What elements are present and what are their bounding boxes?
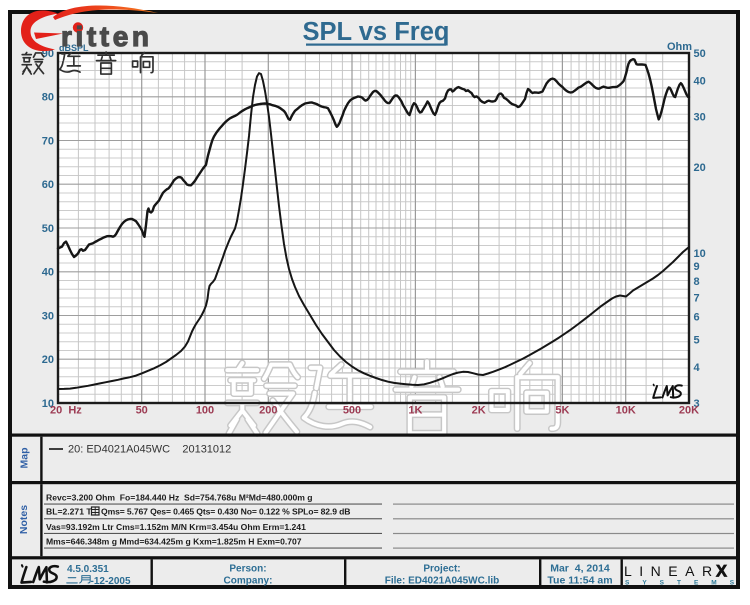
- svg-text:Qms= 5.767 Qes= 0.465 Qts= 0.4: Qms= 5.767 Qes= 0.465 Qts= 0.430 No= 0.1…: [101, 507, 350, 517]
- svg-text:8: 8: [694, 276, 700, 288]
- svg-text:20: ED4021A045WC 20131012: 20: ED4021A045WC 20131012: [68, 444, 231, 456]
- svg-text:40: 40: [694, 76, 706, 88]
- svg-text:9: 9: [694, 261, 700, 273]
- svg-text:BL=2.271 T: BL=2.271 T: [46, 507, 92, 517]
- svg-text:6: 6: [694, 312, 700, 324]
- svg-text:-12-2005: -12-2005: [91, 576, 131, 587]
- svg-text:10: 10: [694, 248, 706, 260]
- svg-text:50: 50: [42, 223, 54, 235]
- svg-text:dBSPL: dBSPL: [59, 43, 89, 53]
- svg-text:Vas=93.192m Ltr Cms=1.152m M/N: Vas=93.192m Ltr Cms=1.152m M/N Krm=3.454…: [46, 522, 306, 532]
- svg-text:Revc=3.200 Ohm Fo=184.440 Hz: Revc=3.200 Ohm Fo=184.440 Hz Sd=754.768u…: [46, 493, 313, 503]
- svg-text:200: 200: [259, 405, 277, 417]
- svg-text:10K: 10K: [616, 405, 636, 417]
- svg-text:Project:: Project:: [423, 564, 460, 575]
- svg-text:20: 20: [694, 162, 706, 174]
- svg-text:5K: 5K: [555, 405, 569, 417]
- svg-text:40: 40: [42, 267, 54, 279]
- svg-text:5: 5: [694, 334, 700, 346]
- svg-text:Mar 4, 2014: Mar 4, 2014: [550, 563, 610, 575]
- svg-text:4.5.0.351: 4.5.0.351: [67, 564, 109, 575]
- svg-text:20 Hz: 20 Hz: [50, 405, 82, 417]
- svg-text:1K: 1K: [408, 405, 422, 417]
- svg-text:4: 4: [694, 362, 701, 374]
- svg-text:Ohm: Ohm: [667, 41, 692, 53]
- svg-text:30: 30: [694, 111, 706, 123]
- svg-text:70: 70: [42, 135, 54, 147]
- svg-text:20K: 20K: [679, 405, 699, 417]
- svg-text:20: 20: [42, 354, 54, 366]
- svg-text:Notes: Notes: [18, 505, 30, 534]
- svg-text:LINEAR: LINEAR: [624, 563, 720, 579]
- svg-text:SYSTEMS: SYSTEMS: [625, 580, 747, 587]
- svg-text:30: 30: [42, 310, 54, 322]
- svg-text:Map: Map: [19, 448, 31, 469]
- svg-text:Tue 11:54 am: Tue 11:54 am: [547, 575, 612, 587]
- svg-text:80: 80: [42, 92, 54, 104]
- svg-text:10: 10: [42, 398, 54, 410]
- svg-text:Company:: Company:: [224, 576, 273, 587]
- svg-text:File: ED4021A045WC.lib: File: ED4021A045WC.lib: [385, 576, 499, 587]
- svg-text:7: 7: [694, 292, 700, 304]
- svg-text:500: 500: [343, 405, 361, 417]
- svg-text:X: X: [716, 563, 727, 581]
- svg-text:2K: 2K: [472, 405, 486, 417]
- svg-text:Mms=646.348m g Mmd=634.425m g: Mms=646.348m g Mmd=634.425m g Kxm=1.825m…: [46, 537, 302, 547]
- svg-text:100: 100: [196, 405, 214, 417]
- svg-text:50: 50: [694, 48, 706, 60]
- svg-text:SPL vs Freq: SPL vs Freq: [303, 18, 450, 46]
- svg-text:50: 50: [136, 405, 148, 417]
- svg-text:Person:: Person:: [229, 564, 266, 575]
- svg-text:ritten: ritten: [61, 21, 153, 52]
- svg-text:3: 3: [694, 398, 700, 410]
- svg-text:60: 60: [42, 179, 54, 191]
